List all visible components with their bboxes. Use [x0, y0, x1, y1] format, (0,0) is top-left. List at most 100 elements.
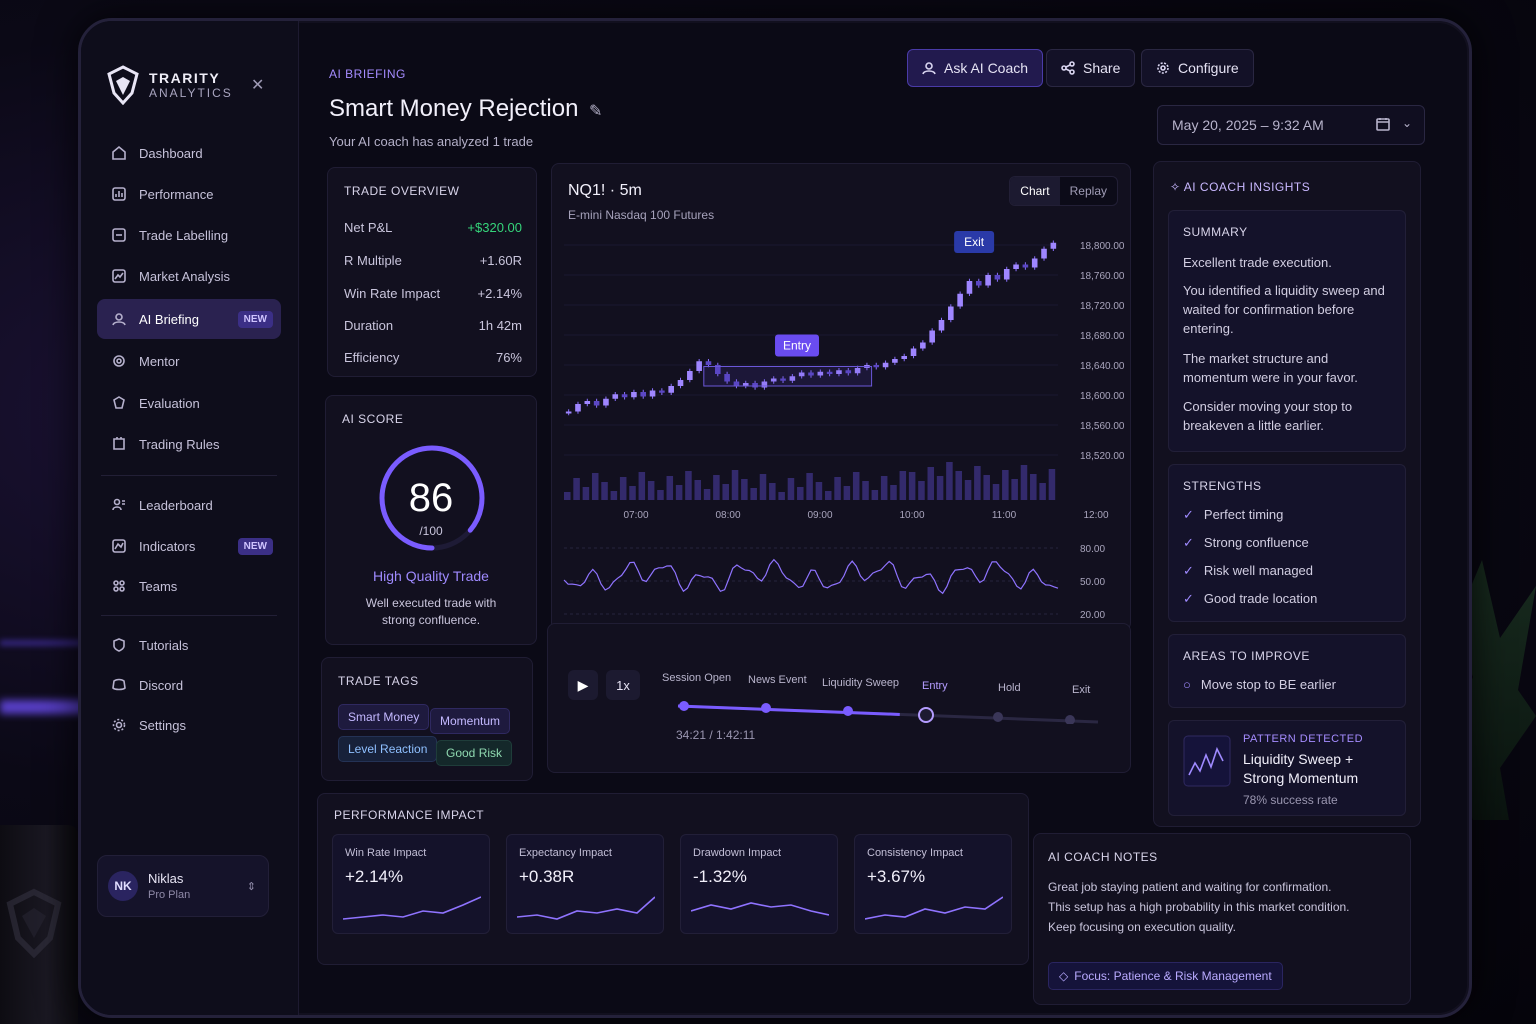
strength-text: Perfect timing — [1203, 507, 1284, 522]
strengths-title: STRENGTHS — [1183, 479, 1262, 493]
sidebar-item-trade-labelling[interactable]: Trade Labelling — [97, 215, 281, 255]
tab-chart[interactable]: Chart — [1010, 177, 1060, 205]
sidebar-item-discord[interactable]: Discord — [97, 665, 281, 705]
sidebar: TRARITY ANALYTICS ✕ Dashboard Performanc… — [81, 21, 299, 1015]
sidebar-item-ai-briefing[interactable]: AI Briefing NEW — [97, 299, 281, 339]
sidebar-item-evaluation[interactable]: Evaluation — [97, 383, 281, 423]
replay-timeline[interactable] — [658, 664, 1118, 724]
leaderboard-icon — [112, 498, 125, 511]
timeline-marker — [993, 712, 1003, 722]
candle — [901, 356, 908, 359]
page-subtitle: Your AI coach has analyzed 1 trade — [329, 134, 534, 149]
share-icon — [1061, 61, 1075, 75]
candle — [742, 383, 749, 386]
candle — [761, 381, 768, 388]
osc-tick-label: 20.00 — [1080, 610, 1105, 621]
volume-bar — [657, 490, 664, 500]
ask-ai-coach-button[interactable]: Ask AI Coach — [907, 49, 1044, 87]
candle — [687, 371, 693, 380]
speed-button[interactable]: 1x — [606, 670, 640, 700]
y-tick-label: 18,760.00 — [1080, 271, 1125, 282]
tag-smart-money[interactable]: Smart Money — [338, 704, 430, 730]
sidebar-item-settings[interactable]: Settings — [97, 705, 281, 745]
event-label: Entry — [922, 680, 948, 692]
entry-zone — [703, 366, 873, 387]
candle — [1031, 258, 1038, 268]
edit-icon[interactable]: ✎ — [589, 103, 603, 120]
sidebar-item-market-analysis[interactable]: Market Analysis — [97, 256, 281, 296]
card-title: PERFORMANCE IMPACT — [334, 808, 485, 822]
summary-text: You identified a liquidity sweep and wai… — [1183, 283, 1385, 336]
strength-text: Risk well managed — [1203, 563, 1314, 578]
volume-bar — [629, 486, 636, 500]
candle — [817, 371, 824, 376]
note-line: Keep focusing on execution quality. — [1048, 920, 1236, 934]
candle — [649, 390, 656, 397]
tag-good-risk[interactable]: Good Risk — [436, 740, 513, 766]
configure-label: Configure — [1178, 60, 1239, 76]
new-badge: NEW — [237, 310, 273, 328]
event-label: Hold — [998, 682, 1021, 694]
sidebar-item-trading-rules[interactable]: Trading Rules — [97, 424, 281, 464]
overview-row: Win Rate Impact +2.14% — [344, 286, 522, 301]
volume-bar — [1048, 469, 1056, 500]
new-badge: NEW — [237, 537, 273, 555]
timeline-progress — [677, 704, 900, 716]
candle — [565, 411, 572, 414]
candle — [705, 361, 712, 365]
indicators-icon — [112, 539, 126, 553]
candle — [994, 275, 1001, 280]
score-desc: Well executed trade with — [365, 596, 497, 610]
candle — [1022, 264, 1029, 268]
volume-bar — [815, 482, 823, 500]
share-label: Share — [1083, 60, 1121, 76]
candle — [966, 281, 973, 294]
sidebar-item-teams[interactable]: Teams — [97, 566, 281, 606]
volume-bar — [759, 474, 767, 500]
y-tick-label: 18,640.00 — [1080, 361, 1125, 372]
tutorials-icon — [113, 638, 125, 652]
tag-level-reaction[interactable]: Level Reaction — [338, 736, 438, 762]
sparkline — [517, 896, 655, 920]
tab-replay[interactable]: Replay — [1069, 184, 1107, 198]
event-label: Session Open — [662, 672, 732, 684]
sidebar-item-mentor[interactable]: Mentor — [97, 341, 281, 381]
volume-bar — [806, 473, 813, 500]
share-button[interactable]: Share — [1046, 49, 1136, 87]
sidebar-item-indicators[interactable]: Indicators NEW — [97, 526, 281, 566]
exit-marker — [954, 231, 995, 253]
sidebar-item-performance[interactable]: Performance — [97, 174, 281, 214]
user-menu[interactable]: NK Niklas Pro Plan ⇕ — [97, 855, 269, 917]
chevron-updown-icon: ⇕ — [246, 880, 256, 893]
tag-momentum[interactable]: Momentum — [430, 708, 511, 734]
volume-bar — [722, 484, 729, 500]
sidebar-item-dashboard[interactable]: Dashboard — [97, 133, 281, 173]
sidebar-item-leaderboard[interactable]: Leaderboard — [97, 485, 281, 525]
sidebar-item-label: Dashboard — [139, 145, 203, 161]
volume-bar — [610, 491, 618, 500]
volume-bar — [862, 481, 869, 500]
volume-bar — [731, 470, 739, 500]
user-plan: Pro Plan — [148, 889, 191, 901]
y-tick-label: 18,720.00 — [1080, 301, 1125, 312]
row-value: +2.14% — [477, 286, 522, 301]
score-label: High Quality Trade — [373, 568, 489, 584]
brand[interactable]: TRARITY ANALYTICS — [107, 65, 233, 105]
close-sidebar-icon[interactable]: ✕ — [251, 77, 265, 94]
user-icon — [922, 62, 936, 75]
logo-icon — [107, 65, 139, 105]
osc-tick-label: 80.00 — [1080, 544, 1105, 555]
configure-button[interactable]: Configure — [1141, 49, 1254, 87]
drawdown-impact-tile: Drawdown Impact -1.32% — [680, 834, 838, 934]
y-tick-label: 18,600.00 — [1080, 391, 1125, 402]
date-picker[interactable]: May 20, 2025 – 9:32 AM ⌄ — [1157, 105, 1425, 145]
strength-item: ✓ Risk well managed — [1183, 563, 1313, 579]
play-button[interactable]: ▶ — [568, 670, 598, 700]
chevron-down-icon: ⌄ — [1401, 116, 1412, 130]
rules-icon — [113, 437, 125, 450]
sidebar-item-tutorials[interactable]: Tutorials — [97, 625, 281, 665]
trade-overview-card: TRADE OVERVIEW Net P&L +$320.00 R Multipl… — [327, 167, 537, 377]
focus-chip[interactable]: ◇ Focus: Patience & Risk Management — [1048, 962, 1283, 990]
sparkline — [865, 896, 1003, 920]
timeline-marker — [843, 706, 853, 716]
